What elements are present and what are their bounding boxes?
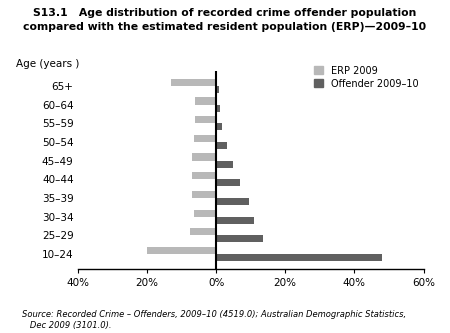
Text: compared with the estimated resident population (ERP)—2009–10: compared with the estimated resident pop… [23,22,427,32]
Text: S13.1   Age distribution of recorded crime offender population: S13.1 Age distribution of recorded crime… [33,8,417,18]
Bar [171,79,216,86]
Bar [190,228,216,235]
Bar [192,191,216,198]
Bar [216,142,227,149]
Bar [216,105,220,112]
Bar [147,247,216,254]
Bar [216,254,382,261]
Bar [195,97,216,105]
Bar [216,86,219,93]
Text: Age (years ): Age (years ) [16,59,79,69]
Bar [216,217,254,224]
Bar [192,154,216,161]
Bar [216,235,263,242]
Bar [194,135,216,142]
Bar [216,123,222,130]
Bar [194,209,216,217]
Bar [216,198,249,205]
Bar [216,179,240,186]
Text: Source: Recorded Crime – Offenders, 2009–10 (4519.0); Australian Demographic Sta: Source: Recorded Crime – Offenders, 2009… [22,310,407,330]
Bar [192,172,216,179]
Bar [216,161,234,168]
Bar [195,116,216,123]
Legend: ERP 2009, Offender 2009–10: ERP 2009, Offender 2009–10 [314,66,418,89]
